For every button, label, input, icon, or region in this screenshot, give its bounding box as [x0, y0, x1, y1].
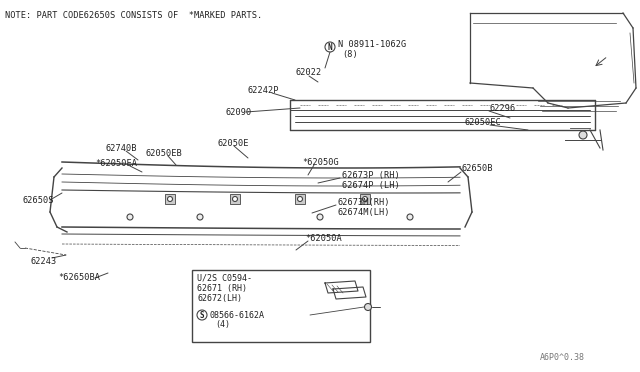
Text: N: N: [328, 42, 332, 51]
Circle shape: [127, 214, 133, 220]
Text: (4): (4): [215, 321, 230, 330]
Bar: [165, 194, 175, 204]
Bar: [192, 270, 370, 342]
Text: 62674P (LH): 62674P (LH): [342, 180, 400, 189]
Circle shape: [317, 214, 323, 220]
Text: 62050E: 62050E: [218, 138, 250, 148]
Bar: [360, 194, 370, 204]
Text: *62650BA: *62650BA: [58, 273, 100, 282]
Circle shape: [197, 214, 203, 220]
Text: 62673P (RH): 62673P (RH): [342, 170, 400, 180]
Text: 62050EC: 62050EC: [465, 118, 502, 126]
Text: 62672(LH): 62672(LH): [197, 295, 242, 304]
Bar: [230, 194, 240, 204]
Text: 08566-6162A: 08566-6162A: [210, 311, 265, 320]
Text: 62242P: 62242P: [248, 86, 280, 94]
Circle shape: [168, 196, 173, 202]
Text: U/2S C0594-: U/2S C0594-: [197, 273, 252, 282]
Bar: [295, 194, 305, 204]
Circle shape: [362, 196, 367, 202]
Circle shape: [232, 196, 237, 202]
Text: 62740B: 62740B: [105, 144, 136, 153]
Text: 62296: 62296: [490, 103, 516, 112]
Text: 62650S: 62650S: [22, 196, 54, 205]
Circle shape: [298, 196, 303, 202]
Text: 62650B: 62650B: [462, 164, 493, 173]
Text: 62243: 62243: [30, 257, 56, 266]
Circle shape: [365, 304, 371, 311]
Circle shape: [407, 214, 413, 220]
Text: 62671 (RH): 62671 (RH): [197, 285, 247, 294]
Text: NOTE: PART CODE62650S CONSISTS OF  *MARKED PARTS.: NOTE: PART CODE62650S CONSISTS OF *MARKE…: [5, 10, 262, 19]
Text: *62050A: *62050A: [305, 234, 342, 243]
Text: (8): (8): [342, 49, 358, 58]
Text: 62674M(LH): 62674M(LH): [338, 208, 390, 217]
Text: S: S: [200, 311, 204, 320]
Text: 62673M(RH): 62673M(RH): [338, 198, 390, 206]
Text: 62022: 62022: [296, 67, 323, 77]
Text: 62090: 62090: [225, 108, 252, 116]
Circle shape: [579, 131, 587, 139]
Text: A6P0^0.38: A6P0^0.38: [540, 353, 585, 362]
Text: 62050EB: 62050EB: [146, 148, 183, 157]
Text: N 08911-1062G: N 08911-1062G: [338, 39, 406, 48]
Text: *62050G: *62050G: [302, 157, 339, 167]
Text: *62050EA: *62050EA: [95, 158, 137, 167]
